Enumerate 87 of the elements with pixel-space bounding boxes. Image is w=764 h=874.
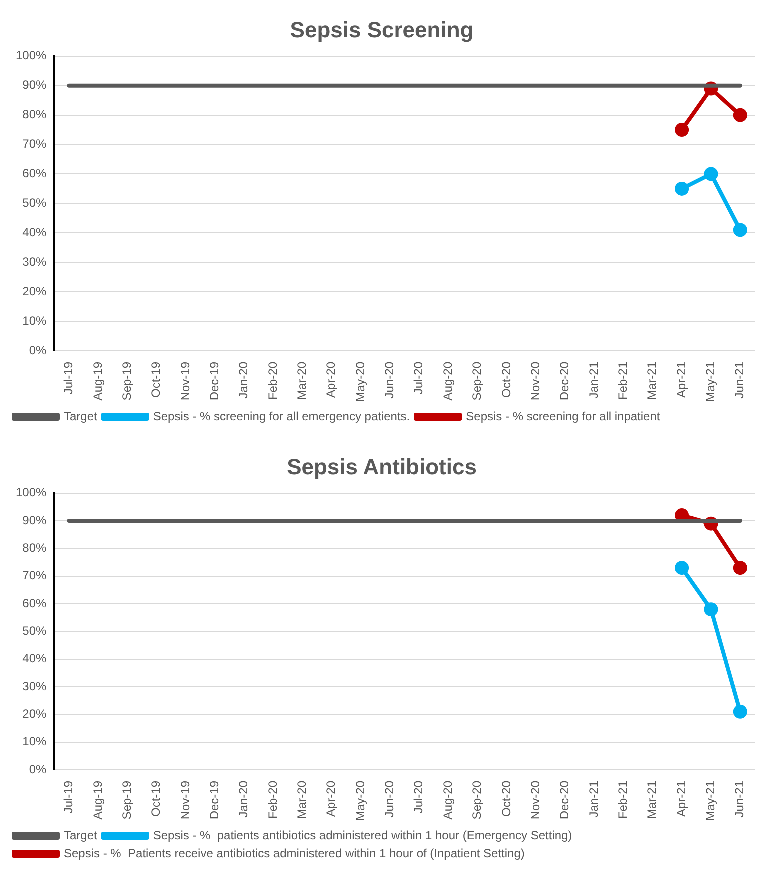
y-tick-label: 40% [22, 225, 48, 240]
point [675, 123, 690, 138]
legend-label: Sepsis - % screening for all emergency patients. [153, 409, 410, 424]
y-tick-label: 20% [22, 284, 48, 298]
x-tick-label: Nov-20 [528, 780, 542, 820]
y-tick-label: 60% [22, 166, 48, 181]
x-tick-label: Dec-19 [207, 362, 222, 401]
x-tick-label: Jan-20 [236, 780, 251, 818]
y-tick-label: 20% [22, 706, 48, 721]
x-tick-label: Sep-19 [120, 780, 134, 820]
y-tick-label: 0% [29, 343, 48, 358]
x-tick-label: Feb-20 [266, 362, 280, 400]
x-tick-label: Apr-20 [324, 780, 338, 818]
y-tick-label: 70% [22, 568, 48, 583]
x-tick-label: Aug-20 [440, 362, 455, 401]
x-tick-label: Jul-19 [62, 780, 76, 814]
point [675, 561, 690, 576]
x-tick-label: Sep-19 [120, 362, 134, 401]
x-tick-label: Mar-21 [645, 362, 660, 400]
x-tick-label: Sep-20 [470, 362, 484, 401]
y-tick-label: 10% [22, 314, 48, 328]
point [704, 602, 718, 617]
y-tick-label: 100% [16, 48, 48, 63]
x-tick-label: Dec-20 [558, 780, 572, 820]
y-tick-label: 10% [22, 734, 48, 749]
chart-title: Sepsis Antibiotics [287, 454, 477, 480]
y-tick-label: 50% [22, 196, 48, 210]
x-tick-label: Jun-21 [732, 362, 747, 399]
legend-label: Target [64, 828, 98, 842]
x-tick-label: Mar-20 [295, 362, 310, 400]
y-tick-label: 70% [22, 137, 48, 152]
y-tick-label: 40% [22, 652, 48, 666]
x-tick-label: Jan-20 [236, 362, 251, 399]
x-tick-label: Oct-20 [499, 362, 514, 398]
chart-title: Sepsis Screening [290, 17, 474, 42]
x-tick-label: Sep-20 [470, 780, 484, 820]
legend-label: Sepsis - % patients antibiotics administered within 1 hour (Emergency Setting) [153, 828, 572, 842]
legend-label: Target [64, 409, 98, 424]
x-tick-label: Jan-21 [586, 780, 601, 818]
x-tick-label: Nov-19 [178, 362, 192, 401]
x-tick-label: Jun-20 [382, 780, 397, 818]
x-tick-label: Aug-19 [90, 780, 105, 820]
x-tick-label: Aug-20 [440, 780, 455, 820]
x-tick-label: Feb-21 [616, 780, 630, 820]
y-tick-label: 90% [22, 78, 48, 92]
x-tick-label: May-20 [353, 780, 368, 821]
x-tick-label: Apr-21 [674, 362, 688, 398]
x-tick-label: Apr-20 [324, 362, 338, 398]
x-tick-label: Mar-20 [295, 780, 310, 819]
legend-label: Sepsis - % Patients receive antibiotics administered within 1 hour of (Inpatient Setting) [64, 846, 525, 860]
x-tick-label: Aug-19 [90, 362, 105, 401]
y-tick-label: 90% [22, 513, 48, 528]
point [733, 561, 748, 576]
x-tick-label: Oct-19 [149, 362, 164, 398]
y-tick-label: 60% [22, 596, 48, 610]
x-tick-label: Jul-20 [412, 780, 426, 814]
y-tick-label: 100% [16, 486, 48, 500]
x-tick-label: Jun-21 [732, 780, 747, 818]
legend-label: Sepsis - % screening for all inpatient [466, 409, 661, 424]
x-tick-label: Feb-20 [266, 780, 280, 820]
y-tick-label: 0% [29, 762, 48, 776]
x-tick-label: Jun-20 [382, 362, 397, 399]
x-tick-label: Jul-19 [62, 362, 76, 395]
x-tick-label: Mar-21 [645, 780, 660, 819]
x-tick-label: Jul-20 [412, 362, 426, 395]
x-tick-label: Dec-20 [558, 362, 572, 401]
y-tick-label: 80% [22, 108, 48, 122]
x-tick-label: Oct-20 [499, 780, 514, 817]
x-tick-label: May-21 [704, 780, 718, 821]
x-tick-label: Jan-21 [586, 362, 601, 399]
x-tick-label: May-20 [353, 362, 368, 402]
y-tick-label: 80% [22, 541, 48, 556]
x-tick-label: Feb-21 [616, 362, 630, 400]
x-tick-label: Dec-19 [207, 780, 222, 820]
x-tick-label: May-21 [704, 362, 718, 402]
point [733, 108, 748, 122]
point [733, 223, 748, 238]
x-tick-label: Nov-20 [528, 362, 542, 401]
x-tick-label: Apr-21 [674, 780, 688, 818]
y-tick-label: 30% [22, 679, 48, 694]
y-tick-label: 50% [22, 624, 48, 638]
y-tick-label: 30% [22, 254, 48, 269]
x-tick-label: Nov-19 [178, 780, 192, 820]
x-tick-label: Oct-19 [149, 780, 164, 817]
point [704, 167, 718, 182]
point [733, 704, 748, 719]
point [675, 182, 690, 196]
